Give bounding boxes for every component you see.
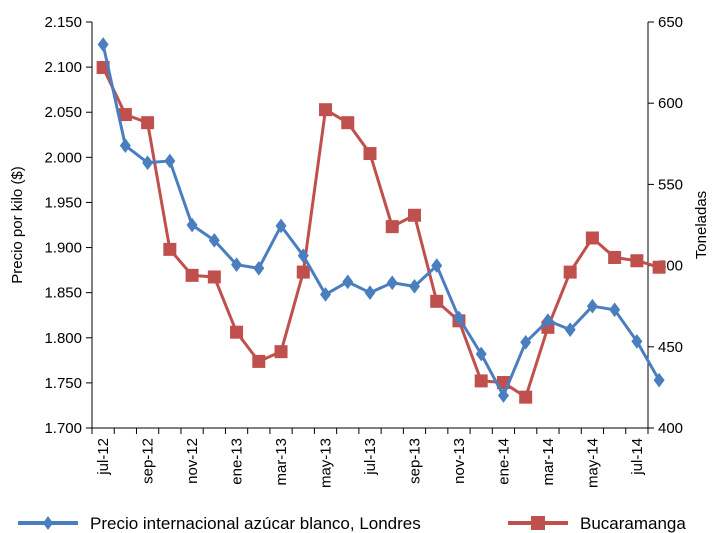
bucaramanga-point — [207, 270, 221, 284]
left-tick-label: 1.850 — [44, 285, 82, 302]
x-tick-label: ene-13 — [229, 438, 246, 485]
x-tick-label: sep-13 — [406, 438, 423, 484]
left-tick-label: 2.000 — [44, 149, 82, 166]
x-tick-label: mar-14 — [540, 438, 557, 486]
precio-londres-point — [342, 274, 354, 290]
precio-londres-point — [297, 248, 309, 264]
precio-londres-point — [497, 388, 509, 403]
precio-londres-point — [320, 287, 332, 302]
precio-londres-point — [97, 37, 109, 52]
precio-londres-point — [186, 217, 198, 233]
precio-londres-point — [475, 346, 487, 362]
x-tick-label: may-14 — [584, 438, 601, 488]
right-tick-label: 450 — [658, 339, 683, 356]
precio-londres-point — [231, 257, 243, 273]
precio-londres-point — [631, 334, 643, 349]
precio-londres-point — [253, 260, 265, 276]
precio-londres-point — [542, 313, 554, 328]
bucaramanga-point — [341, 116, 355, 130]
left-tick-label: 1.700 — [44, 420, 82, 437]
x-tick-label: jul-14 — [629, 438, 646, 476]
left-tick-label: 2.050 — [44, 104, 82, 121]
bucaramanga-point — [185, 268, 199, 282]
x-tick-label: nov-12 — [184, 438, 201, 484]
precio-londres-point — [386, 275, 398, 291]
precio-londres-point — [364, 285, 376, 300]
x-tick-label: sep-12 — [140, 438, 157, 484]
x-tick-label: jul-13 — [362, 438, 379, 476]
left-axis-title: Precio por kilo ($) — [9, 166, 26, 284]
legend-marker-bucaramanga — [531, 516, 545, 530]
precio-londres-point — [119, 138, 131, 153]
bucaramanga-point — [118, 108, 132, 122]
bucaramanga-point — [430, 294, 444, 308]
bucaramanga-point — [274, 345, 288, 359]
precio-londres-point — [453, 310, 465, 326]
left-tick-label: 1.950 — [44, 194, 82, 211]
precio-londres-point — [564, 322, 576, 337]
bucaramanga-point — [652, 260, 666, 274]
bucaramanga-point — [630, 254, 644, 268]
legend-label-bucaramanga: Bucaramanga — [580, 514, 686, 533]
bucaramanga-point — [608, 250, 622, 264]
bucaramanga-point — [519, 390, 533, 404]
left-tick-label: 2.150 — [44, 14, 82, 31]
bucaramanga-point — [363, 147, 377, 161]
x-tick-label: nov-13 — [451, 438, 468, 484]
precio-londres-line — [101, 44, 661, 398]
axes: 1.700 1.750 1.800 1.850 1.900 1.950 2.000 2.050… — [9, 14, 710, 488]
left-tick-label: 1.800 — [44, 330, 82, 347]
precio-londres-point — [520, 334, 532, 350]
right-tick-label: 600 — [658, 95, 683, 112]
precio-londres-point — [142, 155, 154, 171]
precio-londres-point — [431, 258, 443, 273]
bucaramanga-line — [101, 66, 660, 399]
right-tick-label: 400 — [658, 420, 683, 437]
bucaramanga-point — [407, 208, 421, 222]
legend-marker-precio — [43, 516, 53, 530]
left-tick-label: 1.750 — [44, 375, 82, 392]
bucaramanga-point — [296, 265, 310, 279]
precio-londres-point — [408, 279, 420, 294]
x-tick-label: ene-14 — [495, 438, 512, 485]
left-tick-label: 2.100 — [44, 59, 82, 76]
bucaramanga-point — [585, 231, 599, 245]
right-tick-label: 650 — [658, 14, 683, 31]
bucaramanga-point — [230, 325, 244, 339]
series-layer — [96, 37, 666, 404]
bucaramanga-point — [474, 374, 488, 388]
left-tick-label: 1.900 — [44, 240, 82, 257]
bucaramanga-point — [385, 220, 399, 234]
bucaramanga-point — [163, 242, 177, 256]
x-tick-label: may-13 — [318, 438, 335, 488]
x-tick-label: mar-13 — [273, 438, 290, 486]
precio-londres-point — [653, 372, 665, 388]
precio-londres-point — [609, 302, 621, 318]
bucaramanga-point — [252, 354, 266, 368]
legend-label-precio: Precio internacional azúcar blanco, Lond… — [90, 514, 421, 533]
x-tick-label: jul-12 — [95, 438, 112, 476]
right-axis-title: Toneladas — [693, 191, 710, 259]
right-tick-label: 550 — [658, 176, 683, 193]
legend: Precio internacional azúcar blanco, Lond… — [18, 514, 686, 533]
bucaramanga-point — [563, 265, 577, 279]
bucaramanga-point — [319, 103, 333, 117]
precio-londres-point — [208, 233, 220, 248]
precio-londres-point — [164, 153, 176, 169]
precio-londres-point — [275, 218, 287, 234]
bucaramanga-point — [141, 116, 155, 130]
precio-londres-point — [586, 298, 598, 314]
